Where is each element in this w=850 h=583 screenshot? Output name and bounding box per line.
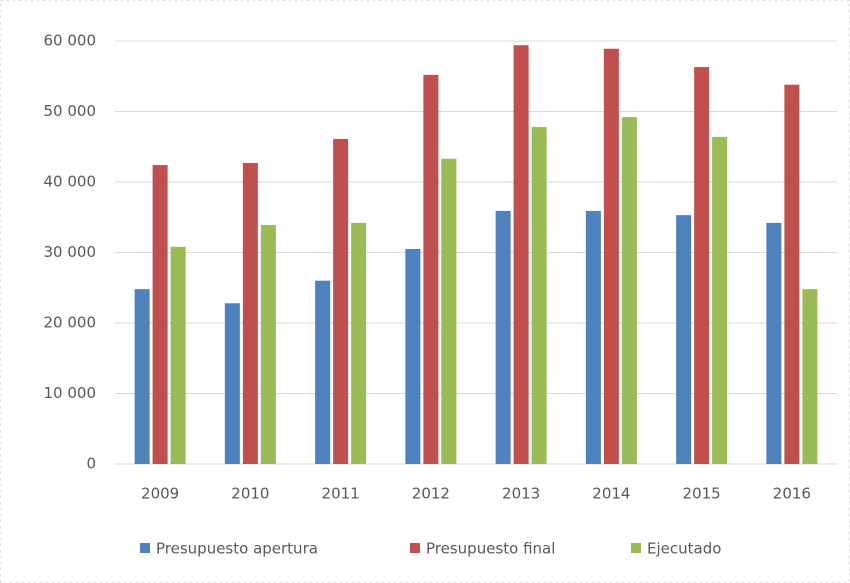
bar [766,222,782,464]
bar [351,222,367,464]
y-tick-label: 20 000 [44,314,97,332]
x-tick-label: 2013 [502,485,540,503]
bar [170,246,186,464]
bar [315,280,331,464]
bar [621,117,637,464]
bar [423,74,439,464]
x-tick-label: 2009 [141,485,179,503]
bar [242,162,258,464]
bar [513,45,529,464]
legend-swatch [410,543,420,553]
y-tick-label: 40 000 [44,173,97,191]
x-tick-label: 2011 [322,485,360,503]
y-tick-label: 30 000 [44,243,97,261]
bar [495,210,511,464]
bar [676,215,692,464]
x-tick-label: 2016 [773,485,811,503]
bar [784,84,800,465]
bar [224,303,240,464]
y-tick-label: 60 000 [44,32,97,50]
legend-label: Presupuesto apertura [156,540,318,558]
legend-label: Presupuesto final [426,540,555,558]
legend-swatch [140,543,150,553]
bar [603,48,619,464]
legend-label: Ejecutado [647,540,721,558]
bar [333,138,349,464]
x-tick-label: 2010 [231,485,269,503]
bar [260,225,276,464]
bar [712,136,728,464]
bar [694,67,710,465]
legend-swatch [631,543,641,553]
x-tick-label: 2014 [592,485,630,503]
bar [441,158,457,465]
bar [405,248,421,464]
bar [152,165,168,464]
bar [134,289,150,464]
x-tick-label: 2012 [412,485,450,503]
x-tick-label: 2015 [683,485,721,503]
y-tick-label: 0 [86,455,96,473]
bar [802,289,818,464]
bar [531,127,547,464]
y-tick-label: 10 000 [44,384,97,402]
bar [585,210,601,464]
y-tick-label: 50 000 [44,102,97,120]
